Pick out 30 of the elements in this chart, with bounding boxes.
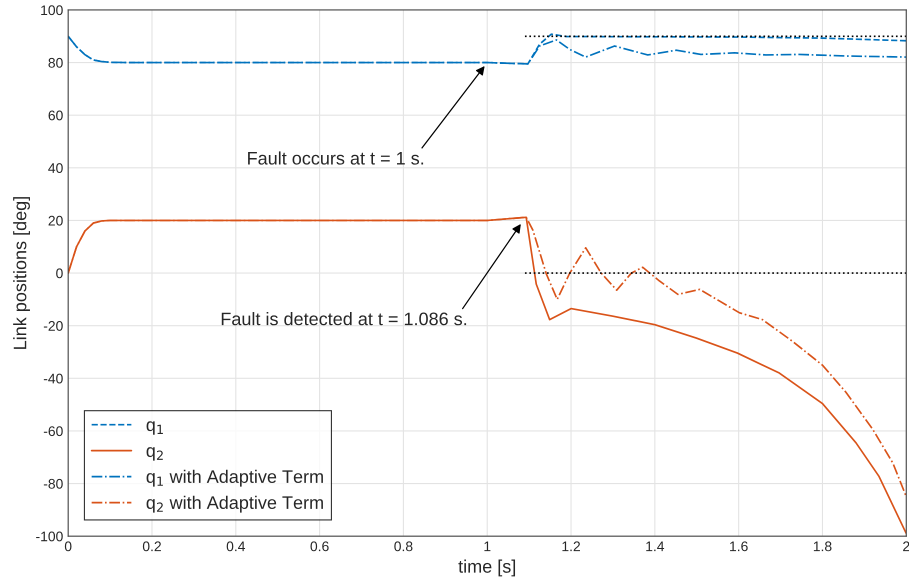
y-tick-label: 80: [48, 58, 63, 68]
y-tick-label: 40: [48, 163, 63, 173]
y-tick-label: 100: [41, 5, 63, 16]
legend-label: q$_{1}$ with Adaptive Term: [146, 470, 323, 487]
x-axis-title: time [s]: [458, 560, 516, 576]
x-tick-label: 0: [64, 541, 72, 552]
x-tick-label: 2: [903, 541, 909, 552]
x-tick-label: 0.2: [142, 541, 161, 552]
y-tick-label: -80: [44, 478, 63, 489]
y-axis-title: Link positions [deg]: [13, 197, 30, 349]
y-tick-label: 0: [56, 268, 63, 278]
legend-label: q$_{2}$: [146, 447, 163, 461]
x-tick-label: 1.4: [646, 542, 664, 552]
annotation: Fault occurs at t = 1 s.: [248, 151, 424, 165]
y-tick-label: 60: [48, 110, 63, 120]
y-tick-label: -40: [44, 374, 63, 384]
y-tick-label: -100: [36, 532, 63, 542]
legend-label: q$_{1}$: [146, 421, 163, 435]
x-tick-label: 0.4: [226, 541, 246, 552]
x-tick-label: 1.6: [730, 541, 748, 552]
x-tick-label: 0.6: [310, 541, 329, 552]
annotation: Fault is detected at t = 1.086 s.: [222, 312, 466, 326]
y-tick-label: -20: [44, 321, 63, 331]
legend-label: q$_{2}$ with Adaptive Term: [146, 496, 323, 513]
x-tick-label: 0.8: [394, 541, 412, 552]
x-tick-label: 1.8: [814, 541, 832, 552]
y-tick-label: 20: [48, 216, 63, 226]
y-tick-label: -60: [44, 426, 63, 436]
x-tick-label: 1: [484, 542, 490, 552]
x-tick-label: 1.2: [562, 541, 580, 552]
